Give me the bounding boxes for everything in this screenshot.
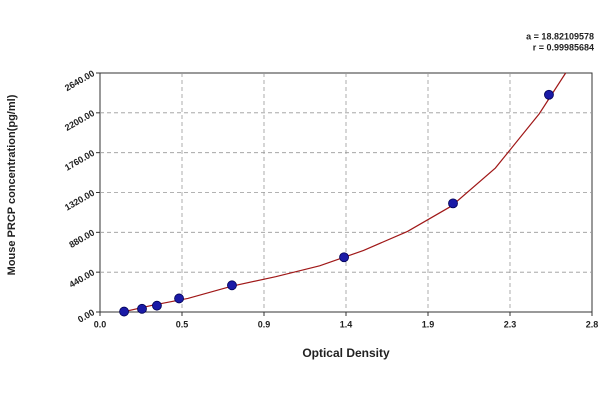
x-tick-label: 0.9 bbox=[258, 319, 271, 329]
data-point bbox=[227, 280, 237, 291]
data-point bbox=[544, 89, 554, 100]
y-tick-label: 1760.00 bbox=[63, 148, 96, 173]
data-point bbox=[448, 198, 458, 209]
data-point bbox=[174, 293, 184, 304]
annotation: a = 18.82109578 bbox=[526, 31, 594, 41]
x-tick-label: 2.3 bbox=[504, 319, 517, 329]
x-tick-label: 0.5 bbox=[176, 319, 189, 329]
y-tick-label: 1320.00 bbox=[63, 188, 96, 213]
y-tick-label: 440.00 bbox=[67, 267, 96, 289]
x-tick-label: 0.0 bbox=[94, 319, 107, 329]
data-point bbox=[339, 252, 349, 263]
data-point bbox=[119, 306, 129, 317]
x-axis-label: Optical Density bbox=[302, 346, 390, 360]
data-point bbox=[137, 303, 147, 314]
annotation: r = 0.99985684 bbox=[533, 42, 594, 52]
y-tick-label: 880.00 bbox=[67, 227, 96, 249]
y-axis-label: Mouse PRCP concentration(pg/ml) bbox=[6, 94, 18, 275]
x-tick-label: 1.4 bbox=[340, 319, 353, 329]
data-point bbox=[152, 300, 162, 311]
x-tick-label: 2.8 bbox=[586, 319, 599, 329]
y-tick-label: 2640.00 bbox=[63, 68, 96, 93]
x-tick-label: 1.9 bbox=[422, 319, 435, 329]
y-tick-label: 2200.00 bbox=[63, 108, 96, 133]
